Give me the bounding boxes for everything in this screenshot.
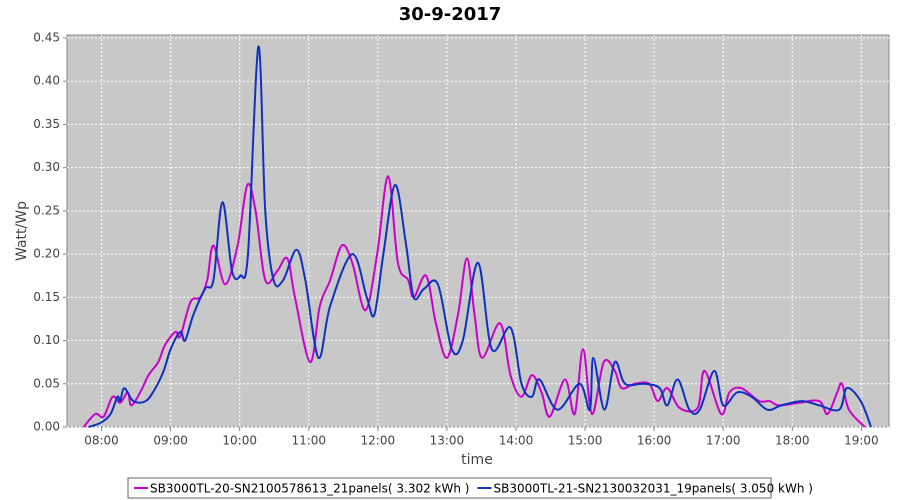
plot-area — [66, 34, 890, 428]
x-tick-label: 15:00 — [568, 434, 603, 448]
x-tick-label: 17:00 — [706, 434, 741, 448]
chart-title: 30-9-2017 — [399, 4, 502, 25]
y-tick-label: 0.00 — [33, 420, 60, 434]
y-tick-label: 0.05 — [33, 376, 60, 390]
legend — [127, 477, 772, 499]
x-tick-label: 10:00 — [222, 434, 257, 448]
y-tick-label: 0.40 — [33, 74, 60, 88]
y-axis-label: Watt/Wp — [14, 201, 30, 261]
x-axis-label: time — [461, 452, 493, 468]
legend-label: SB3000TL-20-SN2100578613_21panels( 3.302… — [150, 482, 469, 496]
x-tick-label: 18:00 — [775, 434, 810, 448]
series-line — [88, 45, 872, 428]
legend-label: SB3000TL-21-SN2130032031_19panels( 3.050… — [493, 482, 812, 496]
x-tick-label: 16:00 — [637, 434, 672, 448]
x-tick-label: 13:00 — [430, 434, 465, 448]
x-tick-label: 09:00 — [153, 434, 188, 448]
x-tick-label: 19:00 — [844, 434, 879, 448]
y-tick-label: 0.15 — [33, 290, 60, 304]
y-tick-label: 0.35 — [33, 117, 60, 131]
x-tick-label: 08:00 — [84, 434, 119, 448]
y-tick-label: 0.45 — [33, 31, 60, 45]
x-tick-label: 14:00 — [499, 434, 534, 448]
y-tick-label: 0.30 — [33, 160, 60, 174]
y-tick-label: 0.20 — [33, 247, 60, 261]
y-tick-label: 0.10 — [33, 333, 60, 347]
x-tick-label: 11:00 — [291, 434, 326, 448]
x-tick-label: 12:00 — [361, 434, 396, 448]
y-tick-label: 0.25 — [33, 203, 60, 217]
